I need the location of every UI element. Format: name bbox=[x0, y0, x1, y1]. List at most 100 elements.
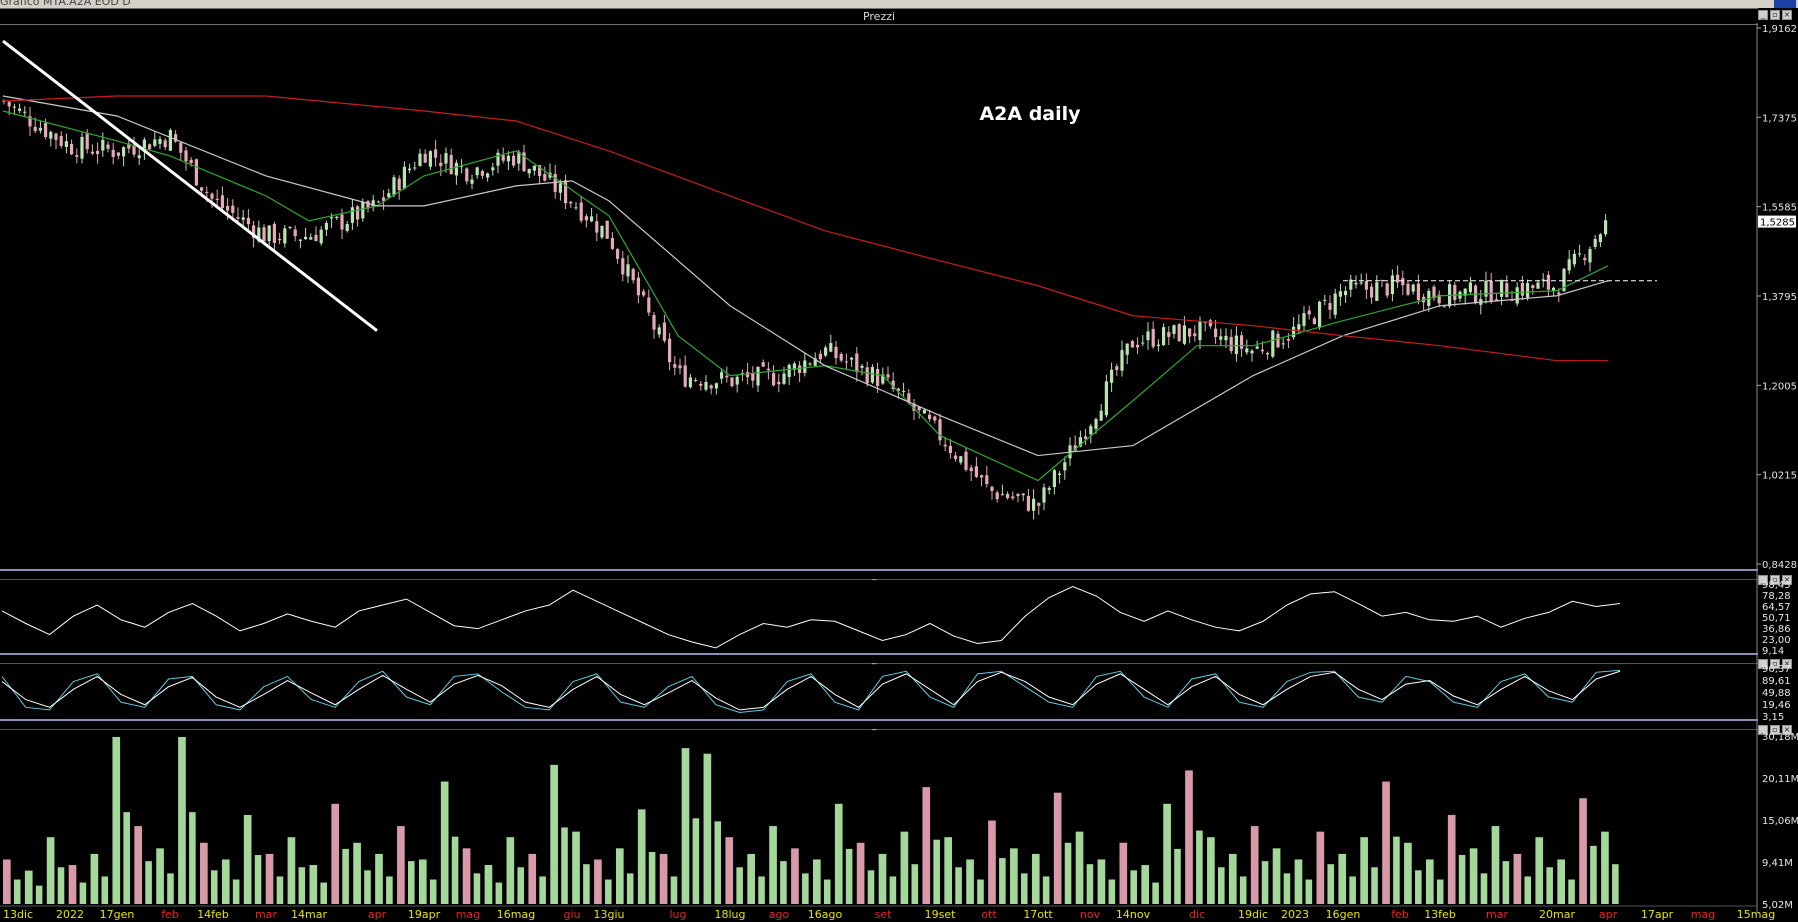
candle bbox=[18, 108, 22, 111]
candle bbox=[574, 207, 578, 209]
minimize-button[interactable]: _ bbox=[1758, 10, 1768, 20]
candle bbox=[907, 393, 911, 403]
volume-bar bbox=[167, 873, 174, 904]
volume-bar bbox=[90, 853, 99, 904]
volume-bar bbox=[758, 876, 765, 904]
candle bbox=[153, 139, 157, 146]
candle bbox=[1406, 283, 1410, 295]
minimize-button[interactable]: _ bbox=[1758, 575, 1768, 585]
volume-bar bbox=[791, 848, 799, 904]
restore-button[interactable]: ▫ bbox=[1770, 725, 1780, 735]
volume-bar bbox=[1404, 842, 1412, 904]
candle bbox=[1401, 278, 1405, 286]
panel-separator[interactable]: _ bbox=[0, 653, 1758, 665]
candle bbox=[902, 390, 906, 392]
volume-bar bbox=[1207, 837, 1215, 904]
volume-bar bbox=[1371, 867, 1378, 904]
panel-separator[interactable]: _ bbox=[0, 719, 1758, 731]
candle bbox=[413, 167, 417, 169]
restore-button[interactable]: ▫ bbox=[1770, 575, 1780, 585]
volume-bar bbox=[189, 812, 196, 904]
candle bbox=[1141, 342, 1145, 344]
candle bbox=[1078, 437, 1082, 447]
candle bbox=[974, 466, 978, 477]
candle bbox=[1073, 445, 1077, 451]
candle bbox=[813, 358, 817, 366]
volume-bar bbox=[353, 842, 361, 904]
volume-bar bbox=[418, 859, 427, 904]
window-close-button[interactable] bbox=[1774, 0, 1796, 8]
volume-bar bbox=[123, 812, 130, 904]
candle bbox=[834, 346, 838, 359]
candle bbox=[1437, 294, 1441, 304]
candle bbox=[694, 380, 698, 382]
candle bbox=[985, 475, 989, 484]
candle bbox=[616, 249, 620, 259]
candle bbox=[584, 216, 588, 221]
candle bbox=[1214, 328, 1218, 338]
candle bbox=[137, 155, 141, 159]
price-tick-label: 1,9162 bbox=[1762, 24, 1797, 35]
candle bbox=[980, 475, 984, 478]
close-button[interactable]: × bbox=[1782, 10, 1792, 20]
restore-button[interactable]: ▫ bbox=[1770, 10, 1780, 20]
candle bbox=[1349, 279, 1353, 290]
candle bbox=[1385, 283, 1389, 296]
close-button[interactable]: × bbox=[1782, 659, 1792, 669]
candle bbox=[1026, 495, 1030, 511]
candle bbox=[106, 144, 110, 149]
x-tick-label: 14mar bbox=[291, 908, 327, 921]
minimize-button[interactable]: _ bbox=[1758, 725, 1768, 735]
candle bbox=[1572, 253, 1576, 265]
volume-bar bbox=[68, 865, 77, 904]
candle bbox=[1271, 330, 1275, 357]
candle bbox=[64, 141, 68, 147]
volume-bar bbox=[1174, 848, 1181, 904]
candle bbox=[668, 338, 672, 363]
x-tick-label: feb bbox=[1391, 908, 1409, 921]
candle bbox=[610, 238, 614, 249]
candle bbox=[241, 217, 245, 220]
candle bbox=[506, 155, 510, 162]
candle bbox=[1567, 259, 1571, 271]
volume-bar bbox=[1557, 859, 1565, 904]
candle bbox=[28, 116, 32, 127]
restore-button[interactable]: ▫ bbox=[1770, 659, 1780, 669]
stochastic-tick-label: 89,61 bbox=[1762, 676, 1791, 687]
candle bbox=[1266, 352, 1270, 355]
candle bbox=[995, 492, 999, 500]
volume-bar bbox=[1218, 867, 1225, 904]
candle bbox=[605, 220, 609, 239]
minimize-button[interactable]: _ bbox=[1758, 659, 1768, 669]
x-tick-label: 16gen bbox=[1326, 908, 1361, 921]
candle bbox=[959, 456, 963, 463]
price-panel-title: Prezzi bbox=[0, 8, 1758, 25]
candle bbox=[70, 143, 74, 155]
volume-bar bbox=[331, 803, 340, 904]
close-button[interactable]: × bbox=[1782, 575, 1792, 585]
candle bbox=[226, 205, 230, 211]
panel-separator[interactable]: _ bbox=[0, 569, 1758, 581]
x-tick-label: 14feb bbox=[197, 908, 229, 921]
candle bbox=[704, 381, 708, 390]
candle bbox=[590, 216, 594, 222]
volume-bar bbox=[178, 737, 186, 904]
moving-average-red bbox=[2, 95, 1608, 362]
candle bbox=[865, 367, 869, 384]
volume-bar bbox=[1152, 882, 1159, 904]
candle bbox=[673, 364, 677, 368]
candle bbox=[543, 174, 547, 181]
volume-bar bbox=[1108, 879, 1116, 904]
candle bbox=[168, 130, 172, 151]
volume-tick-label: 30,18M bbox=[1762, 732, 1798, 743]
close-button[interactable]: × bbox=[1782, 725, 1792, 735]
candle bbox=[486, 173, 490, 178]
candle bbox=[948, 445, 952, 454]
candle bbox=[709, 385, 713, 389]
volume-bar bbox=[375, 853, 383, 904]
candle bbox=[371, 200, 375, 207]
candle bbox=[142, 139, 146, 152]
candle bbox=[933, 416, 937, 421]
volume-bar bbox=[243, 814, 252, 904]
